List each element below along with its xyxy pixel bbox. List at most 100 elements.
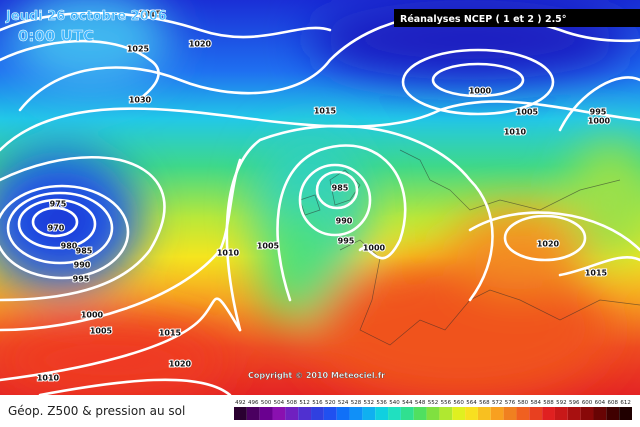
isobar-label: 1015 (585, 269, 608, 278)
scale-label: 576 (505, 400, 516, 406)
isobar-label: 990 (336, 217, 353, 226)
isobar-label: 1020 (169, 360, 192, 369)
isobar-label: 1020 (537, 240, 560, 249)
scale-label: 600 (582, 400, 593, 406)
scale-swatch (400, 407, 414, 420)
scale-label: 532 (364, 400, 375, 406)
scale-swatch (477, 407, 491, 420)
scale-label: 548 (415, 400, 426, 406)
isobar-label: 980 (61, 242, 78, 251)
scale-swatch (349, 407, 363, 420)
scale-label: 564 (466, 400, 477, 406)
scale-swatch (388, 407, 401, 420)
isobar-label: 1020 (189, 40, 212, 49)
scale-swatch (362, 407, 376, 420)
scale-swatch (542, 407, 555, 420)
scale-swatch (323, 407, 337, 420)
scale-label: 560 (453, 400, 464, 406)
footer-title: Géop. Z500 & pression au sol (8, 404, 185, 418)
scale-label: 568 (479, 400, 490, 406)
scale-label: 492 (235, 400, 246, 406)
isobar-label: 985 (332, 184, 349, 193)
scale-swatch (311, 407, 324, 420)
source-label: Réanalyses NCEP ( 1 et 2 ) 2.5° (400, 14, 567, 25)
scale-label: 516 (312, 400, 323, 406)
scale-swatch (413, 407, 427, 420)
isobar-label: 975 (50, 200, 67, 209)
scale-label: 540 (389, 400, 400, 406)
scale-label: 544 (402, 400, 413, 406)
scale-swatch (439, 407, 453, 420)
isobar-label: 1000 (81, 311, 104, 320)
source-banner (394, 9, 640, 27)
scale-swatch (554, 407, 568, 420)
scale-label: 584 (530, 400, 541, 406)
isobar-label: 1000 (469, 87, 492, 96)
isobar-label: 995 (590, 108, 607, 117)
scale-label: 536 (376, 400, 387, 406)
isobars (0, 11, 640, 397)
scale-swatch (336, 407, 350, 420)
scale-swatch (465, 407, 478, 420)
scale-label: 592 (556, 400, 567, 406)
scale-label: 552 (428, 400, 439, 406)
scale-label: 528 (351, 400, 362, 406)
scale-label: 500 (261, 400, 272, 406)
scale-swatch (375, 407, 389, 420)
field-background (0, 0, 640, 400)
scale-label: 596 (569, 400, 580, 406)
scale-label: 608 (607, 400, 618, 406)
isobar-label: 1015 (159, 329, 182, 338)
isobar-label: 970 (48, 224, 65, 233)
scale-swatch (503, 407, 517, 420)
scale-swatch (567, 407, 581, 420)
scale-swatch (272, 407, 286, 420)
scale-label: 556 (441, 400, 452, 406)
isobar-label: 1015 (314, 107, 337, 116)
scale-swatch (593, 407, 607, 420)
color-scale: 492 496 500 504 508 512 516 520 524 528 532 536 540 5… (234, 400, 632, 420)
isobar-label: 1000 (588, 117, 611, 126)
isobar-label: 990 (74, 261, 91, 270)
scale-label: 572 (492, 400, 503, 406)
isobar-label: 1005 (257, 242, 280, 251)
scale-label: 504 (274, 400, 285, 406)
scale-swatch (490, 407, 504, 420)
scale-label: 588 (543, 400, 554, 406)
scale-swatch (246, 407, 260, 420)
isobar-label: 1010 (217, 249, 240, 258)
time-label: 0:00 UTC (18, 27, 94, 45)
isobar-label: 1005 (90, 327, 113, 336)
isobar-label: 1025 (127, 45, 150, 54)
isobar-label: 995 (73, 275, 90, 284)
scale-swatch (516, 407, 530, 420)
scale-label: 520 (325, 400, 336, 406)
scale-label: 496 (248, 400, 259, 406)
scale-swatch (426, 407, 440, 420)
scale-swatch (606, 407, 620, 420)
isobar-labels: 1015102010251030100010051010995100010159… (36, 9, 612, 384)
scale-swatch (234, 407, 247, 420)
date-label: Jeudi 26 octobre 2006 (5, 9, 167, 24)
scale-swatch (285, 407, 299, 420)
isobar-label: 1030 (129, 96, 152, 105)
scale-label: 508 (287, 400, 298, 406)
isobar-label: 1015 (139, 10, 162, 19)
isobar-label: 1010 (37, 374, 60, 383)
scale-label: 580 (518, 400, 529, 406)
scale-label: 604 (595, 400, 606, 406)
isobar-label: 1000 (363, 244, 386, 253)
isobar-label: 1005 (516, 108, 539, 117)
scale-label: 524 (338, 400, 349, 406)
scale-swatch (298, 407, 312, 420)
isobar-label: 995 (338, 237, 355, 246)
scale-swatch (619, 407, 632, 420)
isobar-label: 985 (76, 247, 93, 256)
scale-swatch (259, 407, 273, 420)
scale-swatch (529, 407, 543, 420)
scale-swatch (452, 407, 466, 420)
scale-label: 612 (620, 400, 631, 406)
scale-swatch (580, 407, 594, 420)
